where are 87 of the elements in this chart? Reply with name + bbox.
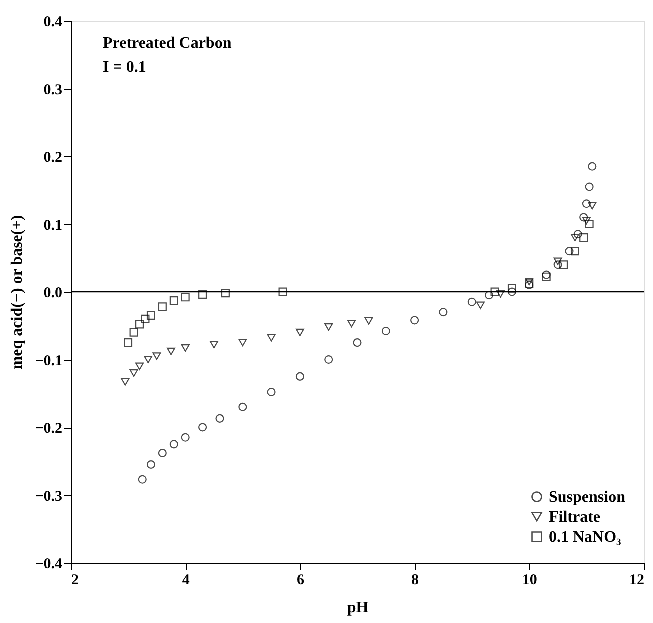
y-tick-label: 0.1 bbox=[44, 218, 62, 234]
point bbox=[216, 414, 224, 423]
point bbox=[542, 270, 551, 280]
point bbox=[181, 344, 190, 352]
point bbox=[585, 220, 594, 229]
point bbox=[136, 362, 144, 370]
x-tick-label: 6 bbox=[296, 572, 305, 588]
point bbox=[158, 448, 167, 458]
y-tick-label: 0.4 bbox=[44, 14, 63, 30]
point bbox=[198, 423, 208, 432]
point bbox=[554, 258, 562, 266]
point bbox=[130, 328, 138, 337]
point bbox=[170, 296, 178, 306]
point bbox=[508, 284, 516, 293]
point bbox=[267, 334, 276, 342]
point bbox=[198, 290, 208, 299]
point bbox=[485, 291, 494, 300]
point bbox=[542, 272, 551, 282]
point bbox=[496, 290, 506, 298]
point bbox=[582, 200, 591, 208]
point bbox=[144, 356, 153, 364]
point bbox=[353, 338, 362, 348]
point bbox=[141, 314, 150, 324]
point bbox=[585, 182, 594, 192]
point bbox=[267, 388, 276, 397]
x-tick-label: 10 bbox=[522, 572, 538, 588]
y-tick-label: −0.3 bbox=[35, 488, 62, 505]
point bbox=[121, 378, 130, 386]
x-tick-label: 8 bbox=[412, 572, 420, 588]
point bbox=[296, 372, 304, 381]
point bbox=[146, 460, 156, 470]
point bbox=[580, 234, 588, 242]
legend-label: Filtrate bbox=[549, 509, 601, 526]
point bbox=[554, 260, 562, 270]
x-tick-label: 2 bbox=[72, 572, 79, 588]
point bbox=[221, 289, 230, 298]
point bbox=[574, 230, 582, 239]
y-tick-label: −0.4 bbox=[35, 556, 63, 572]
point bbox=[324, 323, 334, 331]
point bbox=[146, 311, 156, 320]
point bbox=[410, 316, 420, 325]
point bbox=[508, 288, 516, 296]
point bbox=[170, 440, 178, 449]
point bbox=[324, 356, 334, 364]
point bbox=[152, 352, 162, 360]
legend-label: Suspension bbox=[549, 489, 626, 506]
y-tick-label: −0.2 bbox=[35, 421, 62, 437]
point bbox=[136, 320, 144, 329]
point bbox=[582, 217, 591, 225]
point bbox=[382, 327, 390, 336]
y-tick-label: −0.1 bbox=[35, 353, 62, 370]
y-axis-title: meq acid(−) or base(+) bbox=[9, 215, 26, 370]
point bbox=[238, 402, 248, 412]
point bbox=[476, 302, 485, 310]
point bbox=[181, 293, 190, 302]
point bbox=[210, 341, 219, 349]
point bbox=[588, 162, 597, 171]
point bbox=[570, 247, 580, 256]
point bbox=[490, 288, 500, 296]
point bbox=[364, 317, 374, 325]
y-tick-label: 0.2 bbox=[44, 150, 62, 166]
point bbox=[238, 339, 248, 347]
point bbox=[565, 247, 574, 256]
y-tick-label: 0.0 bbox=[44, 286, 62, 302]
point bbox=[439, 308, 448, 317]
x-tick-label: 4 bbox=[182, 572, 190, 588]
point bbox=[570, 234, 580, 242]
point bbox=[158, 302, 167, 312]
point bbox=[130, 370, 138, 378]
point bbox=[167, 348, 176, 356]
x-tick-label: 12 bbox=[630, 572, 644, 588]
point bbox=[348, 320, 356, 328]
point bbox=[296, 328, 304, 336]
x-axis-title: pH bbox=[347, 600, 370, 616]
annotation: Pretreated Carbon bbox=[103, 35, 232, 52]
point bbox=[138, 475, 147, 484]
legend-label: 0.1 NaNO₃ bbox=[549, 529, 622, 546]
point bbox=[588, 202, 597, 210]
point bbox=[525, 278, 534, 286]
y-tick-label: 0.3 bbox=[44, 82, 62, 98]
point bbox=[468, 298, 476, 306]
point bbox=[560, 260, 568, 270]
point bbox=[278, 288, 288, 296]
point bbox=[124, 338, 133, 348]
point bbox=[181, 433, 190, 442]
annotation: I = 0.1 bbox=[103, 59, 146, 76]
point bbox=[580, 213, 588, 222]
